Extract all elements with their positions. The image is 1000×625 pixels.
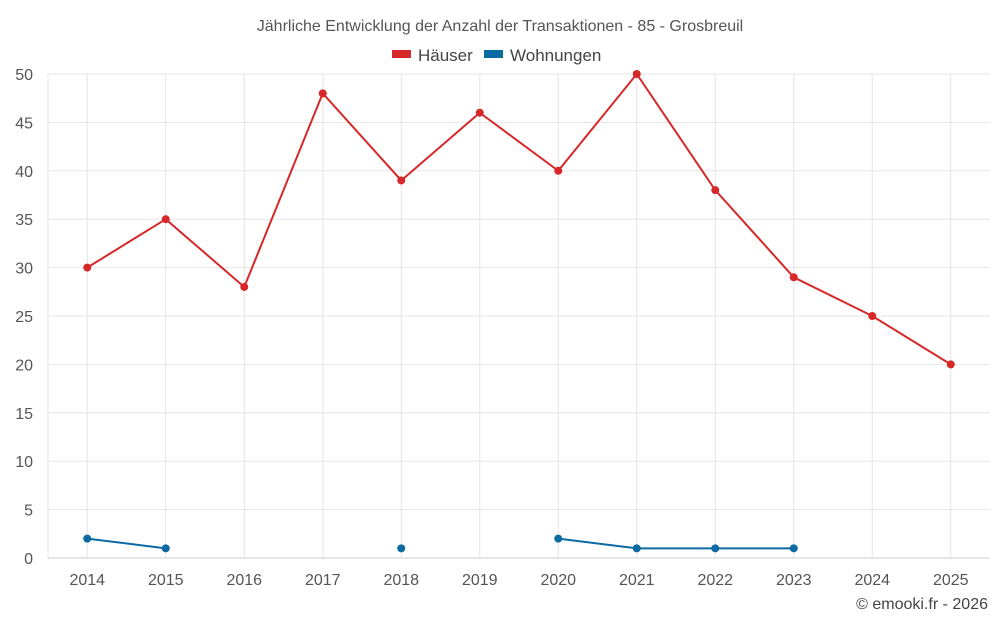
series-layer <box>83 70 955 553</box>
point-haeuser-2023[interactable] <box>789 273 798 282</box>
legend-swatch-haeuser <box>392 50 411 58</box>
series-haeuser <box>83 70 955 369</box>
point-haeuser-2022[interactable] <box>711 186 720 195</box>
legend: Häuser Wohnungen <box>392 46 601 65</box>
x-tick-label-2017: 2017 <box>305 572 341 589</box>
legend-item-haeuser[interactable]: Häuser <box>392 46 473 65</box>
series-wohnungen <box>83 534 798 553</box>
chart-title: Jährliche Entwicklung der Anzahl der Tra… <box>257 18 743 35</box>
series-line-wohnungen-0 <box>87 537 166 550</box>
point-wohnungen-2014[interactable] <box>83 534 92 543</box>
y-tick-label-20: 20 <box>15 357 33 374</box>
point-haeuser-2021[interactable] <box>632 70 641 78</box>
point-haeuser-2025[interactable] <box>946 360 955 369</box>
y-tick-label-10: 10 <box>15 454 33 471</box>
legend-swatch-wohnungen <box>484 50 503 58</box>
y-tick-label-30: 30 <box>15 261 33 278</box>
x-tick-label-2023: 2023 <box>776 572 812 589</box>
point-haeuser-2015[interactable] <box>161 215 170 224</box>
x-tick-label-2018: 2018 <box>383 572 419 589</box>
legend-item-wohnungen[interactable]: Wohnungen <box>484 46 601 65</box>
grid <box>47 73 990 558</box>
point-haeuser-2020[interactable] <box>554 166 563 175</box>
series-line-wohnungen-2 <box>558 537 794 550</box>
point-wohnungen-2022[interactable] <box>711 544 720 553</box>
point-wohnungen-2018[interactable] <box>397 544 406 553</box>
y-tick-label-40: 40 <box>15 164 33 181</box>
point-wohnungen-2023[interactable] <box>789 544 798 553</box>
y-tick-label-15: 15 <box>15 406 33 423</box>
x-tick-label-2022: 2022 <box>697 572 733 589</box>
point-haeuser-2018[interactable] <box>397 176 406 185</box>
point-haeuser-2019[interactable] <box>475 108 484 117</box>
y-tick-label-35: 35 <box>15 212 33 229</box>
x-tick-label-2016: 2016 <box>226 572 262 589</box>
x-tick-label-2025: 2025 <box>933 572 969 589</box>
legend-label-haeuser: Häuser <box>418 46 473 65</box>
series-line-haeuser-0 <box>86 72 952 366</box>
credit-text: © emooki.fr - 2026 <box>856 596 988 613</box>
legend-label-wohnungen: Wohnungen <box>510 46 601 65</box>
x-tick-label-2014: 2014 <box>69 572 105 589</box>
point-haeuser-2017[interactable] <box>318 89 327 98</box>
x-tick-label-2024: 2024 <box>854 572 890 589</box>
point-wohnungen-2015[interactable] <box>161 544 170 553</box>
x-tick-label-2019: 2019 <box>462 572 498 589</box>
x-tick-label-2021: 2021 <box>619 572 655 589</box>
y-tick-label-25: 25 <box>15 309 33 326</box>
point-haeuser-2024[interactable] <box>868 312 877 320</box>
point-haeuser-2016[interactable] <box>240 282 249 291</box>
x-tick-label-2015: 2015 <box>148 572 184 589</box>
y-tick-label-0: 0 <box>24 551 33 568</box>
y-tick-label-50: 50 <box>15 67 33 84</box>
y-tick-label-5: 5 <box>24 503 33 520</box>
point-wohnungen-2021[interactable] <box>632 544 641 553</box>
x-tick-label-2020: 2020 <box>540 572 576 589</box>
y-tick-label-45: 45 <box>15 115 33 132</box>
point-wohnungen-2020[interactable] <box>554 534 563 543</box>
point-haeuser-2014[interactable] <box>83 263 92 272</box>
